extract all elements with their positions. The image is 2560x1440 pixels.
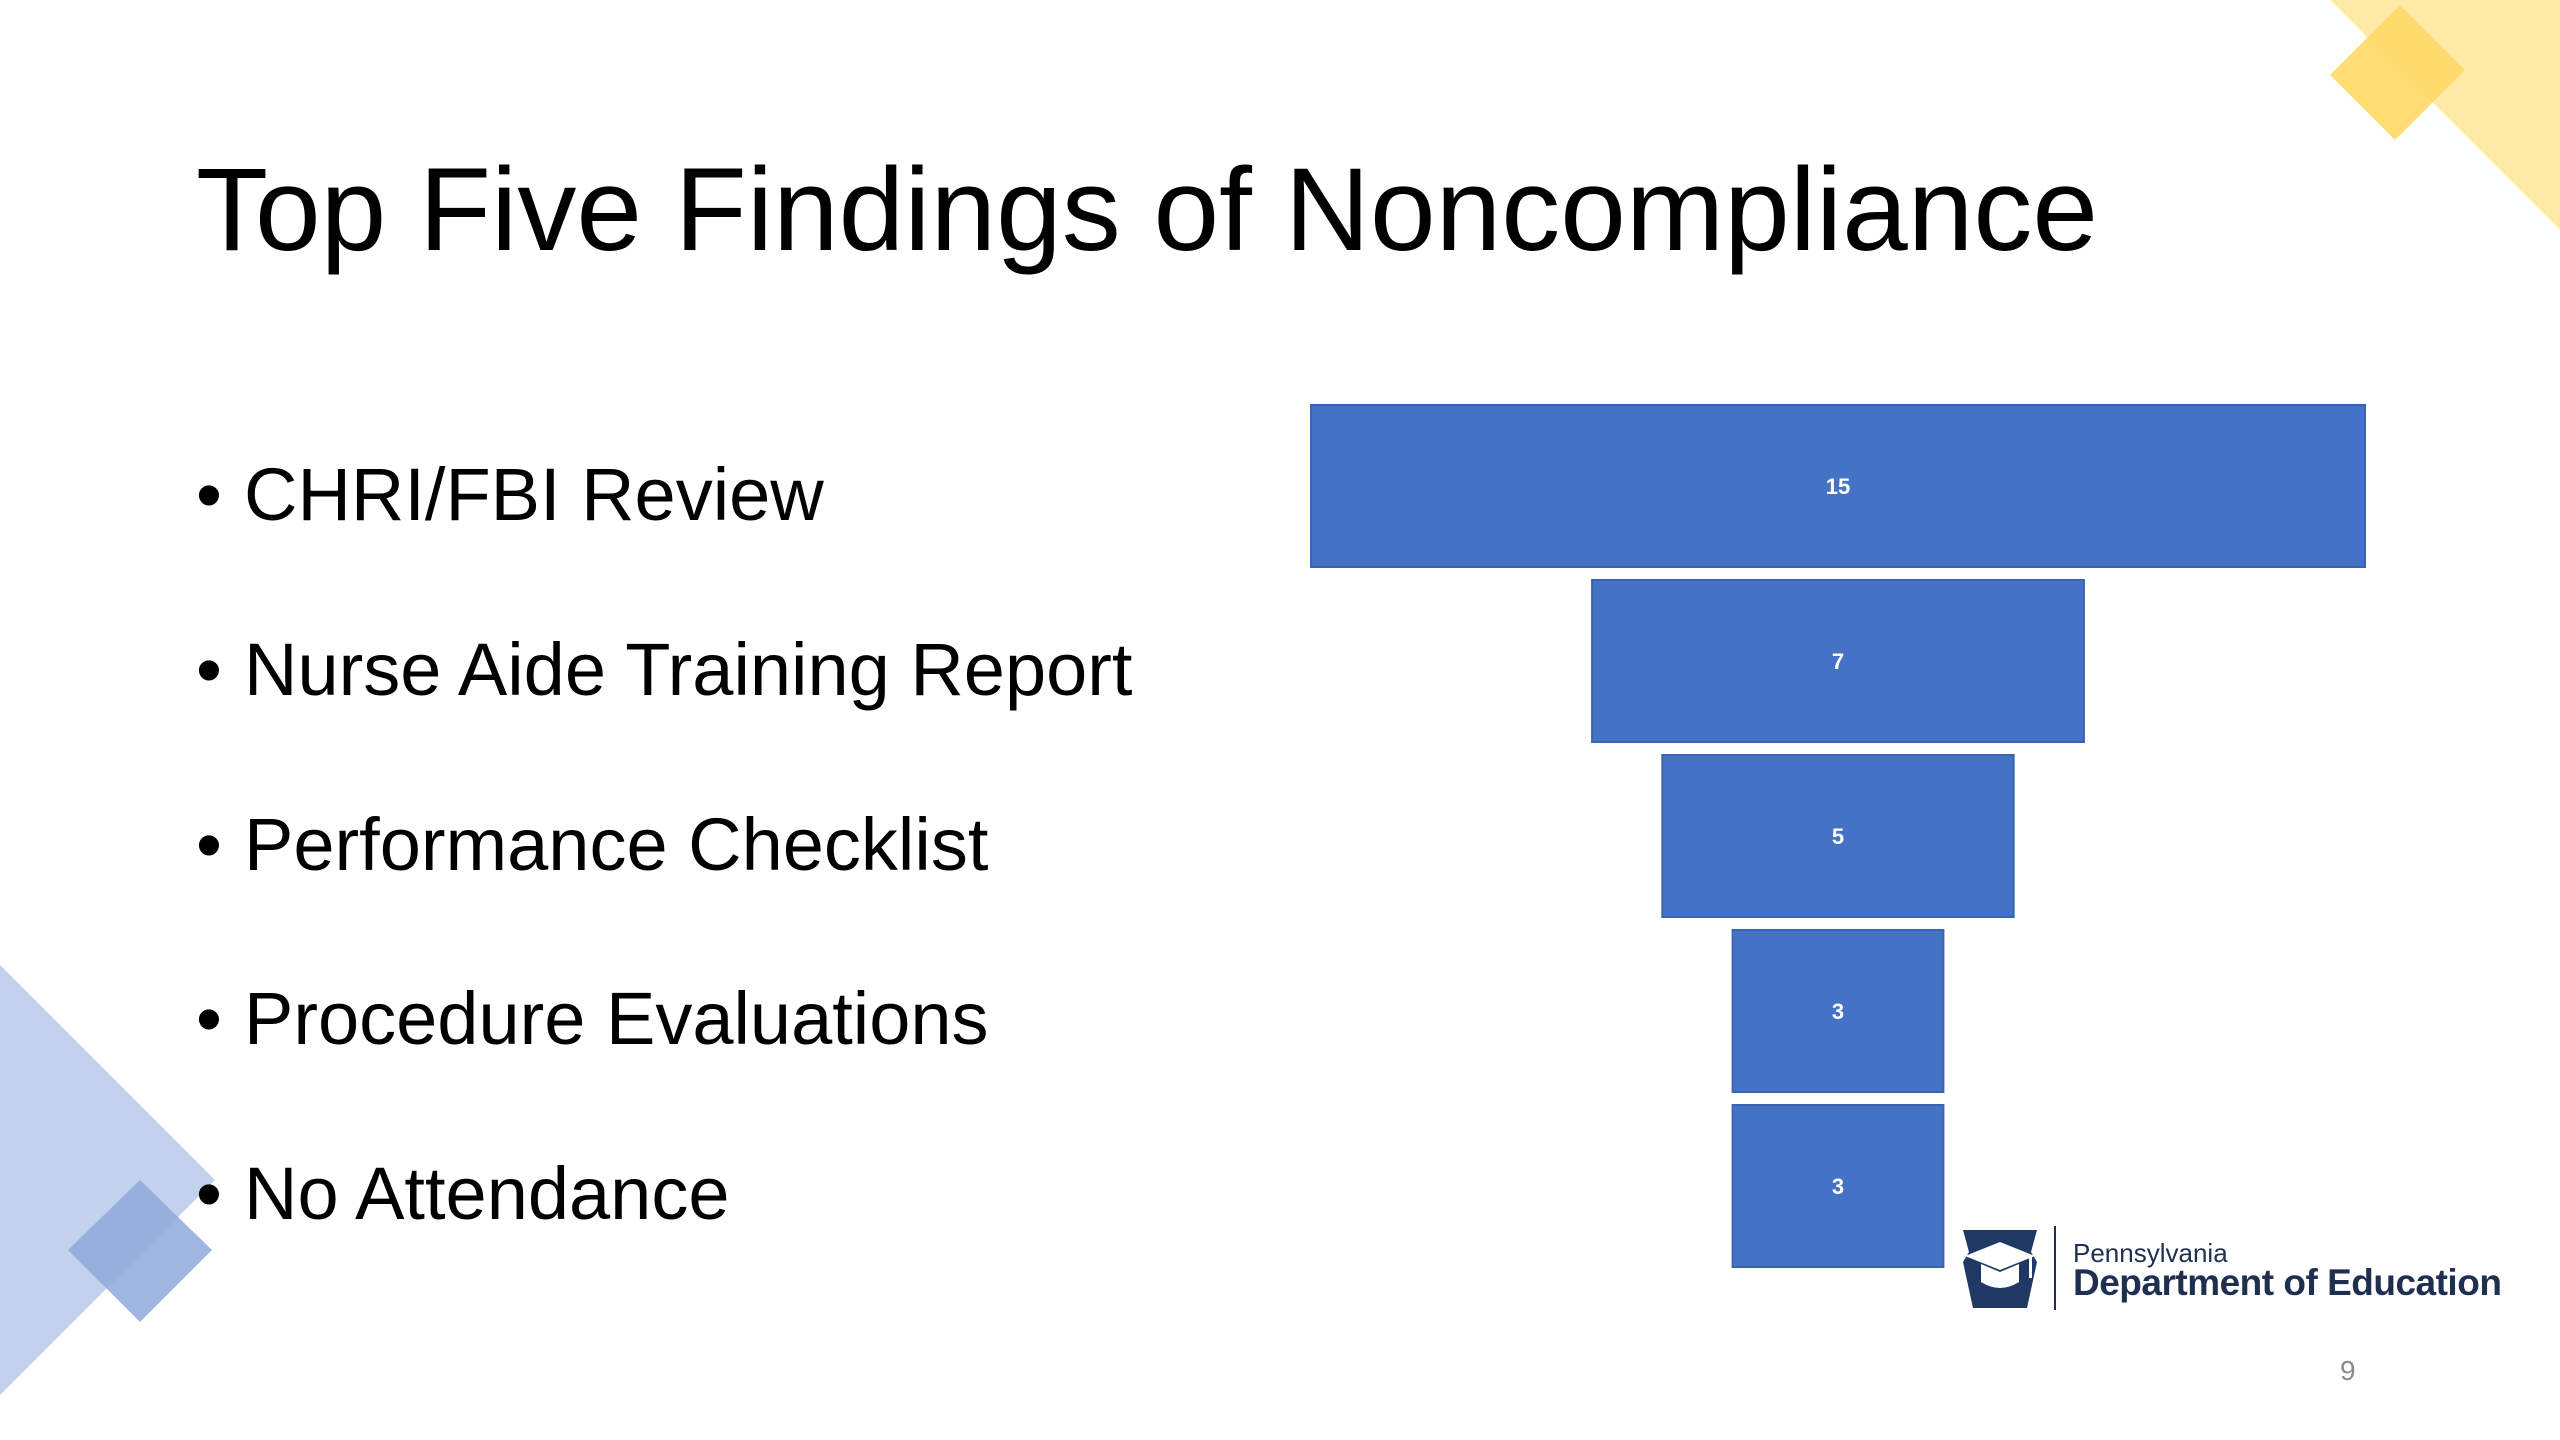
finding-label: Nurse Aide Training Report: [244, 628, 1133, 711]
funnel-bar-2: [1591, 579, 2085, 743]
finding-label: CHRI/FBI Review: [244, 453, 824, 536]
funnel-bar-4: [1731, 929, 1945, 1093]
finding-label: Procedure Evaluations: [244, 977, 989, 1060]
funnel-bar-label-5: 3: [1832, 1174, 1844, 1199]
logo-department-name: Department of Education: [2073, 1262, 2502, 1303]
funnel-bar-label-1: 15: [1826, 474, 1850, 499]
funnel-bar-label-3: 5: [1832, 824, 1844, 849]
finding-label: Performance Checklist: [244, 803, 989, 886]
list-item: • Performance Checklist: [196, 800, 988, 890]
list-item: • Procedure Evaluations: [196, 974, 989, 1064]
funnel-bar-3: [1661, 754, 2015, 918]
funnel-bar-5: [1731, 1104, 1945, 1268]
bullet-icon: •: [196, 977, 222, 1060]
bullet-icon: •: [196, 453, 222, 536]
bullet-icon: •: [196, 628, 222, 711]
funnel-bar-label-4: 3: [1832, 999, 1844, 1024]
slide-title: Top Five Findings of Noncompliance: [196, 144, 2099, 276]
logo-divider: [2054, 1226, 2056, 1310]
logo-state-name: Pennsylvania: [2073, 1238, 2228, 1268]
list-item: • CHRI/FBI Review: [196, 450, 824, 540]
bullet-icon: •: [196, 1152, 222, 1235]
finding-label: No Attendance: [244, 1152, 730, 1235]
funnel-bar-1: [1310, 404, 2366, 568]
pde-logo: Pennsylvania Department of Education: [1955, 1222, 2515, 1312]
keystone-graduation-cap-icon: [1963, 1230, 2037, 1308]
bullet-icon: •: [196, 803, 222, 886]
list-item: • Nurse Aide Training Report: [196, 625, 1132, 715]
slide-number: 9: [2340, 1355, 2356, 1386]
list-item: • No Attendance: [196, 1149, 729, 1239]
funnel-bar-label-2: 7: [1832, 649, 1844, 674]
